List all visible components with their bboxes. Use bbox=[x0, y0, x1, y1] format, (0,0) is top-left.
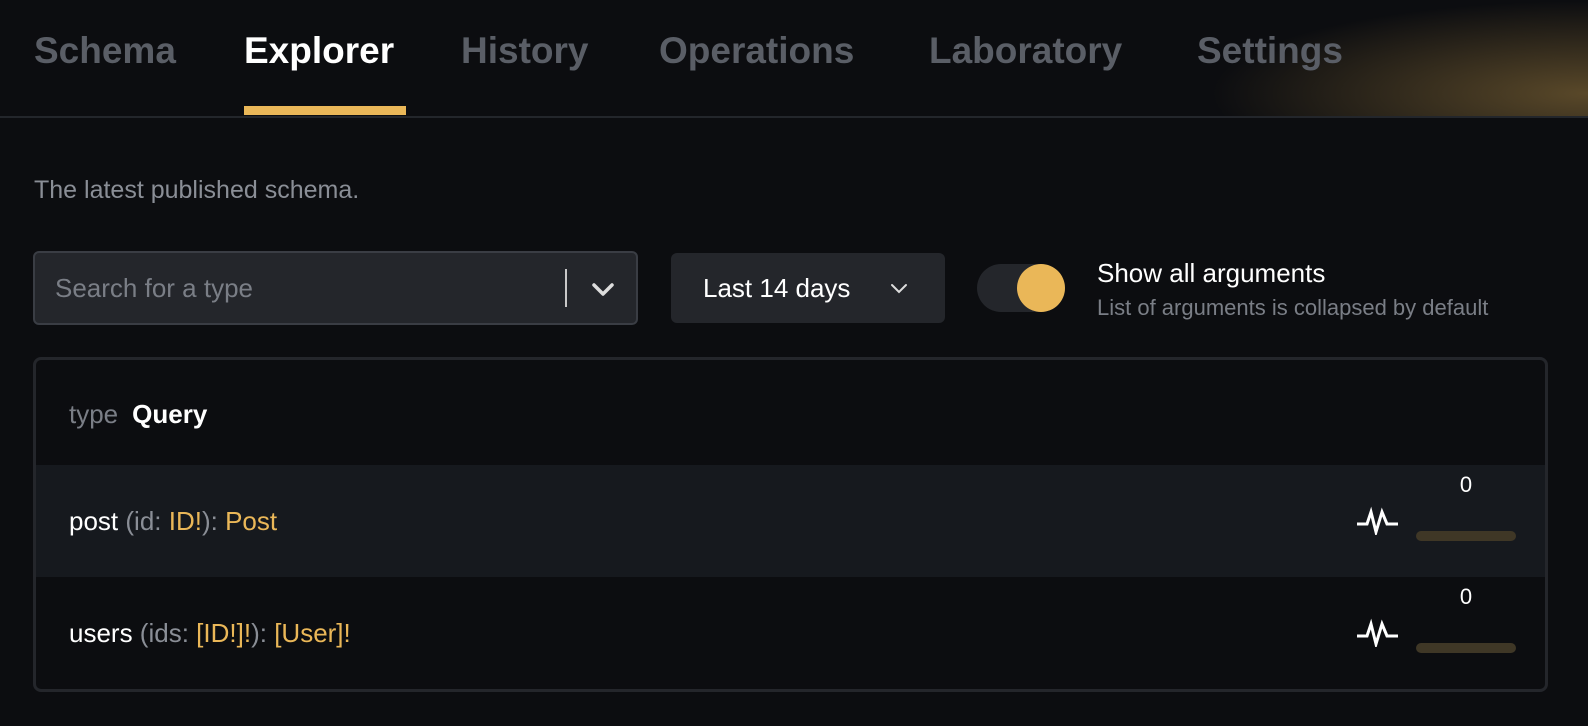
type-name: Query bbox=[132, 399, 208, 429]
type-header: type Query bbox=[36, 360, 1545, 465]
field-name: users bbox=[69, 618, 133, 648]
arg-name: id bbox=[134, 506, 155, 536]
type-table: type Query post (id: ID!): Post 0 users (… bbox=[33, 357, 1548, 692]
chevron-down-icon bbox=[891, 284, 907, 294]
type-keyword: type bbox=[69, 399, 119, 429]
usage-count-value: 0 bbox=[1459, 472, 1473, 497]
field-row[interactable]: users (ids: [ID!]!): [User]! 0 bbox=[36, 577, 1545, 689]
page-subtitle: The latest published schema. bbox=[34, 176, 360, 204]
return-type[interactable]: [User]! bbox=[274, 618, 351, 648]
return-type[interactable]: Post bbox=[225, 506, 278, 536]
activity-icon bbox=[1357, 618, 1398, 647]
type-search bbox=[33, 251, 638, 325]
divider bbox=[565, 269, 567, 307]
tab-settings[interactable]: Settings bbox=[1197, 30, 1343, 71]
usage-count: 0 bbox=[1416, 577, 1516, 689]
arg-name: ids bbox=[148, 618, 182, 648]
usage-bar bbox=[1416, 531, 1516, 541]
activity-icon bbox=[1357, 506, 1398, 535]
usage-bar bbox=[1416, 643, 1516, 653]
toggle-label: Show all arguments bbox=[1097, 258, 1326, 288]
show-all-arguments-toggle[interactable] bbox=[977, 264, 1065, 312]
header-glow bbox=[1208, 0, 1588, 117]
usage-count-value: 0 bbox=[1459, 584, 1473, 609]
field-name: post bbox=[69, 506, 119, 536]
usage-count: 0 bbox=[1416, 465, 1516, 577]
arg-type[interactable]: ID! bbox=[168, 506, 202, 536]
period-label: Last 14 days bbox=[703, 273, 851, 303]
chevron-down-icon[interactable] bbox=[585, 271, 621, 307]
tab-laboratory[interactable]: Laboratory bbox=[929, 30, 1123, 71]
tab-operations[interactable]: Operations bbox=[659, 30, 855, 71]
tab-schema[interactable]: Schema bbox=[34, 30, 176, 71]
toggle-knob bbox=[1017, 264, 1065, 312]
search-input[interactable] bbox=[55, 253, 575, 323]
tab-bar: Schema Explorer History Operations Labor… bbox=[0, 0, 1588, 118]
arg-type[interactable]: [ID!]! bbox=[196, 618, 252, 648]
tab-history[interactable]: History bbox=[461, 30, 589, 71]
active-tab-indicator bbox=[244, 106, 406, 115]
tab-explorer[interactable]: Explorer bbox=[244, 30, 395, 71]
period-select[interactable]: Last 14 days bbox=[671, 253, 945, 323]
toggle-description: List of arguments is collapsed by defaul… bbox=[1097, 295, 1489, 320]
field-row[interactable]: post (id: ID!): Post 0 bbox=[36, 465, 1545, 577]
